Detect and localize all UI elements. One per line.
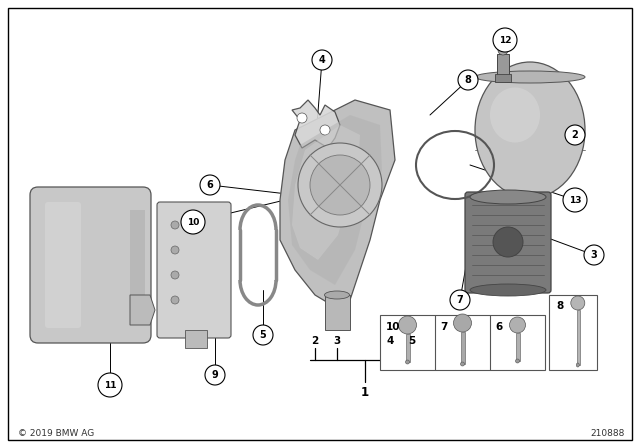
Text: © 2019 BMW AG: © 2019 BMW AG xyxy=(18,429,94,438)
FancyBboxPatch shape xyxy=(30,187,151,343)
Text: 4: 4 xyxy=(319,55,325,65)
Ellipse shape xyxy=(470,190,546,204)
Circle shape xyxy=(450,290,470,310)
Circle shape xyxy=(584,245,604,265)
Text: 3: 3 xyxy=(591,250,597,260)
Ellipse shape xyxy=(490,87,540,142)
Bar xyxy=(495,74,511,82)
Bar xyxy=(406,334,410,362)
Text: 10: 10 xyxy=(187,217,199,227)
Circle shape xyxy=(454,314,472,332)
Bar xyxy=(185,330,207,348)
Circle shape xyxy=(312,50,332,70)
Text: 11: 11 xyxy=(104,380,116,389)
Polygon shape xyxy=(292,125,360,260)
Text: 3: 3 xyxy=(333,336,340,346)
Text: 8: 8 xyxy=(465,75,472,85)
Text: 12: 12 xyxy=(499,35,511,44)
Text: 5: 5 xyxy=(260,330,266,340)
Bar xyxy=(577,310,580,365)
Circle shape xyxy=(320,125,330,135)
FancyBboxPatch shape xyxy=(157,202,231,338)
Text: 9: 9 xyxy=(212,370,218,380)
Circle shape xyxy=(171,296,179,304)
Text: 1: 1 xyxy=(361,385,369,399)
Bar xyxy=(497,54,509,76)
Circle shape xyxy=(571,296,585,310)
Circle shape xyxy=(399,316,417,334)
Ellipse shape xyxy=(470,284,546,296)
FancyBboxPatch shape xyxy=(465,192,551,293)
Circle shape xyxy=(493,28,517,52)
Polygon shape xyxy=(280,100,395,310)
Circle shape xyxy=(200,175,220,195)
Ellipse shape xyxy=(406,360,410,364)
Ellipse shape xyxy=(461,362,465,366)
Circle shape xyxy=(458,70,478,90)
Bar xyxy=(130,210,145,320)
Ellipse shape xyxy=(475,71,585,83)
Text: 210888: 210888 xyxy=(591,429,625,438)
Circle shape xyxy=(498,45,508,55)
Text: 10: 10 xyxy=(386,322,401,332)
Circle shape xyxy=(171,221,179,229)
Bar xyxy=(549,295,597,370)
Bar xyxy=(461,332,465,364)
Circle shape xyxy=(171,246,179,254)
Polygon shape xyxy=(288,115,382,285)
Text: 2: 2 xyxy=(312,336,319,346)
Ellipse shape xyxy=(515,359,520,363)
Text: 7: 7 xyxy=(456,295,463,305)
Bar xyxy=(380,315,545,370)
Text: 5: 5 xyxy=(408,336,415,346)
Ellipse shape xyxy=(576,363,579,367)
Circle shape xyxy=(253,325,273,345)
Text: 2: 2 xyxy=(572,130,579,140)
Ellipse shape xyxy=(475,62,585,198)
Circle shape xyxy=(205,365,225,385)
Circle shape xyxy=(565,125,585,145)
Circle shape xyxy=(310,155,370,215)
Ellipse shape xyxy=(324,291,349,299)
Circle shape xyxy=(171,271,179,279)
FancyBboxPatch shape xyxy=(45,202,81,328)
Text: 8: 8 xyxy=(556,301,563,311)
Circle shape xyxy=(298,143,382,227)
Text: 7: 7 xyxy=(440,322,447,332)
Bar xyxy=(325,295,350,330)
Text: 4: 4 xyxy=(387,336,394,346)
Circle shape xyxy=(509,317,525,333)
Circle shape xyxy=(297,113,307,123)
Circle shape xyxy=(493,227,523,257)
Circle shape xyxy=(181,210,205,234)
Circle shape xyxy=(563,188,587,212)
Text: 6: 6 xyxy=(495,322,502,332)
Polygon shape xyxy=(130,295,155,325)
Polygon shape xyxy=(292,100,340,148)
Text: 6: 6 xyxy=(207,180,213,190)
Circle shape xyxy=(98,373,122,397)
Bar xyxy=(515,333,520,361)
Text: 13: 13 xyxy=(569,195,581,204)
